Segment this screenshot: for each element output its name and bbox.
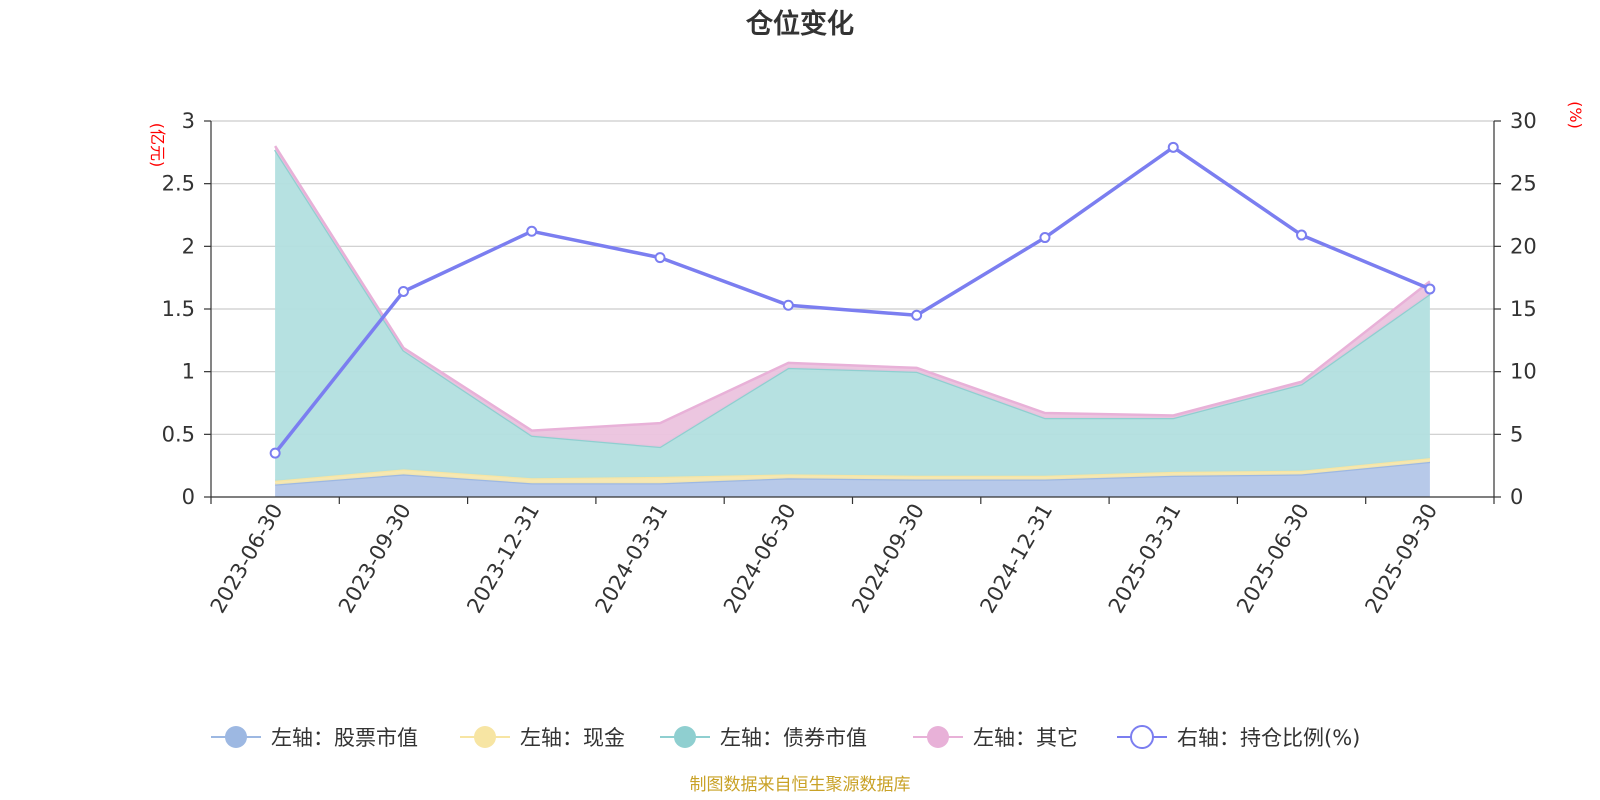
legend[interactable]: 左轴：股票市值 左轴：现金 左轴：债券市值 左轴：其它 右轴：持仓比例(%) [211,725,1360,750]
x-tick-label: 2024-09-30 [847,500,929,618]
legend-item[interactable]: 左轴：其它 [913,726,1078,750]
x-tick-label: 2023-06-30 [206,500,288,618]
ratio-point [269,447,281,459]
x-tick-label: 2024-06-30 [719,500,801,618]
area-edge-左轴：其它 [274,145,1431,432]
left-tick-label: 2 [182,234,195,258]
ratio-point [397,285,409,297]
x-tick-label: 2025-03-31 [1104,500,1186,618]
legend-marker [927,726,949,748]
right-axis-unit: (%) [1566,101,1585,129]
ratio-point [911,309,923,321]
x-tick-label: 2025-06-30 [1232,500,1314,618]
ratio-point [1296,229,1308,241]
x-tick-label: 2024-12-31 [975,500,1057,618]
legend-label: 左轴：债券市值 [720,726,867,750]
legend-marker [225,726,247,748]
legend-item[interactable]: 右轴：持仓比例(%) [1117,725,1360,750]
ratio-line [273,145,1431,455]
x-tick-label: 2024-03-31 [591,500,673,618]
ratio-point [1167,141,1179,153]
legend-item[interactable]: 左轴：债券市值 [660,726,867,750]
x-tick-label: 2023-09-30 [334,500,416,618]
legend-label: 左轴：股票市值 [271,726,418,750]
x-tick-label: 2023-12-31 [462,500,544,618]
left-tick-label: 1 [182,360,195,384]
legend-label: 左轴：其它 [973,726,1078,750]
legend-marker [674,726,696,748]
left-tick-label: 1.5 [162,297,195,321]
x-tick-label: 2025-09-30 [1360,500,1442,618]
legend-item[interactable]: 左轴：股票市值 [211,726,418,750]
left-tick-label: 0 [182,485,195,509]
legend-marker [1130,725,1154,749]
right-tick-label: 5 [1510,422,1523,446]
right-tick-label: 15 [1510,297,1537,321]
stacked-areas [274,145,1431,497]
right-tick-label: 20 [1510,234,1537,258]
left-tick-label: 0.5 [162,422,195,446]
source-note: 制图数据来自恒生聚源数据库 [690,775,911,795]
left-tick-label: 2.5 [162,172,195,196]
right-tick-label: 10 [1510,360,1537,384]
right-tick-label: 25 [1510,172,1537,196]
ratio-point [1039,232,1051,244]
ratio-point [526,225,538,237]
legend-label: 右轴：持仓比例(%) [1177,726,1360,750]
right-tick-label: 30 [1510,109,1537,133]
legend-marker [474,726,496,748]
ratio-point [654,252,666,264]
left-axis-unit: (亿元) [148,123,167,168]
ratio-point [1424,283,1436,295]
left-tick-label: 3 [182,109,195,133]
chart-title: 仓位变化 [745,8,854,40]
right-tick-label: 0 [1510,485,1523,509]
legend-item[interactable]: 左轴：现金 [460,726,625,750]
ratio-line-series [269,141,1436,459]
ratio-point [782,299,794,311]
area-左轴：债券市值 [275,149,1430,481]
legend-label: 左轴：现金 [520,726,625,750]
